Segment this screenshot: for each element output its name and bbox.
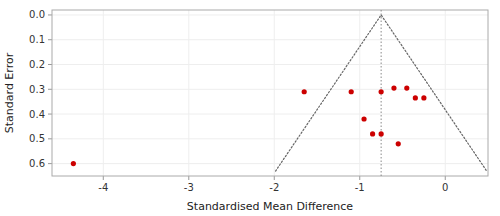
- study-point: [404, 85, 409, 90]
- funnel-line: [276, 15, 487, 171]
- y-tick: [48, 64, 52, 65]
- y-axis-label: Standard Error: [3, 52, 16, 133]
- y-tick-label: 0.0: [29, 9, 45, 20]
- x-tick-label: -4: [98, 182, 108, 193]
- x-tick: [274, 176, 275, 180]
- axes: -4 -3 -2 -1 0 0.0 0.1 0.2 0.3 0.4 0.5 0.6: [29, 9, 488, 193]
- y-tick-label: 0.4: [29, 109, 45, 120]
- x-grid-line: [103, 10, 104, 176]
- y-grid-line: [52, 64, 488, 65]
- study-point: [379, 131, 384, 136]
- y-tick: [48, 89, 52, 90]
- y-grid-line: [52, 14, 488, 15]
- plot-area: [71, 10, 487, 176]
- study-point: [370, 131, 375, 136]
- x-tick-label: -3: [184, 182, 194, 193]
- y-tick-label: 0.2: [29, 59, 45, 70]
- y-tick: [48, 163, 52, 164]
- chart: -4 -3 -2 -1 0 0.0 0.1 0.2 0.3 0.4 0.5 0.6 Standardis…: [0, 0, 500, 216]
- y-grid-line: [52, 114, 488, 115]
- study-point: [421, 95, 426, 100]
- x-grid-line: [445, 10, 446, 176]
- x-tick-label: -2: [269, 182, 279, 193]
- y-tick: [48, 14, 52, 15]
- y-grid-line: [52, 39, 488, 40]
- x-tick: [359, 176, 360, 180]
- x-tick: [445, 176, 446, 180]
- x-grid-line: [359, 10, 360, 176]
- y-tick: [48, 39, 52, 40]
- x-tick-label: -1: [355, 182, 365, 193]
- study-point: [302, 89, 307, 94]
- study-point: [413, 95, 418, 100]
- x-tick: [103, 176, 104, 180]
- y-tick-label: 0.6: [29, 158, 45, 169]
- x-axis-label: Standardised Mean Difference: [187, 200, 353, 213]
- study-point: [349, 89, 354, 94]
- y-grid-line: [52, 89, 488, 90]
- study-point: [396, 141, 401, 146]
- x-tick: [188, 176, 189, 180]
- study-point: [71, 161, 76, 166]
- study-point: [391, 85, 396, 90]
- study-point: [379, 89, 384, 94]
- y-tick-label: 0.3: [29, 84, 45, 95]
- y-tick: [48, 114, 52, 115]
- x-grid-line: [274, 10, 275, 176]
- plot-frame: [52, 10, 488, 176]
- y-grid-line: [52, 163, 488, 164]
- x-tick-label: 0: [442, 182, 448, 193]
- y-tick: [48, 138, 52, 139]
- x-grid-line: [188, 10, 189, 176]
- y-tick-label: 0.1: [29, 34, 45, 45]
- study-point: [361, 116, 366, 121]
- y-tick-label: 0.5: [29, 133, 45, 144]
- y-grid-line: [52, 138, 488, 139]
